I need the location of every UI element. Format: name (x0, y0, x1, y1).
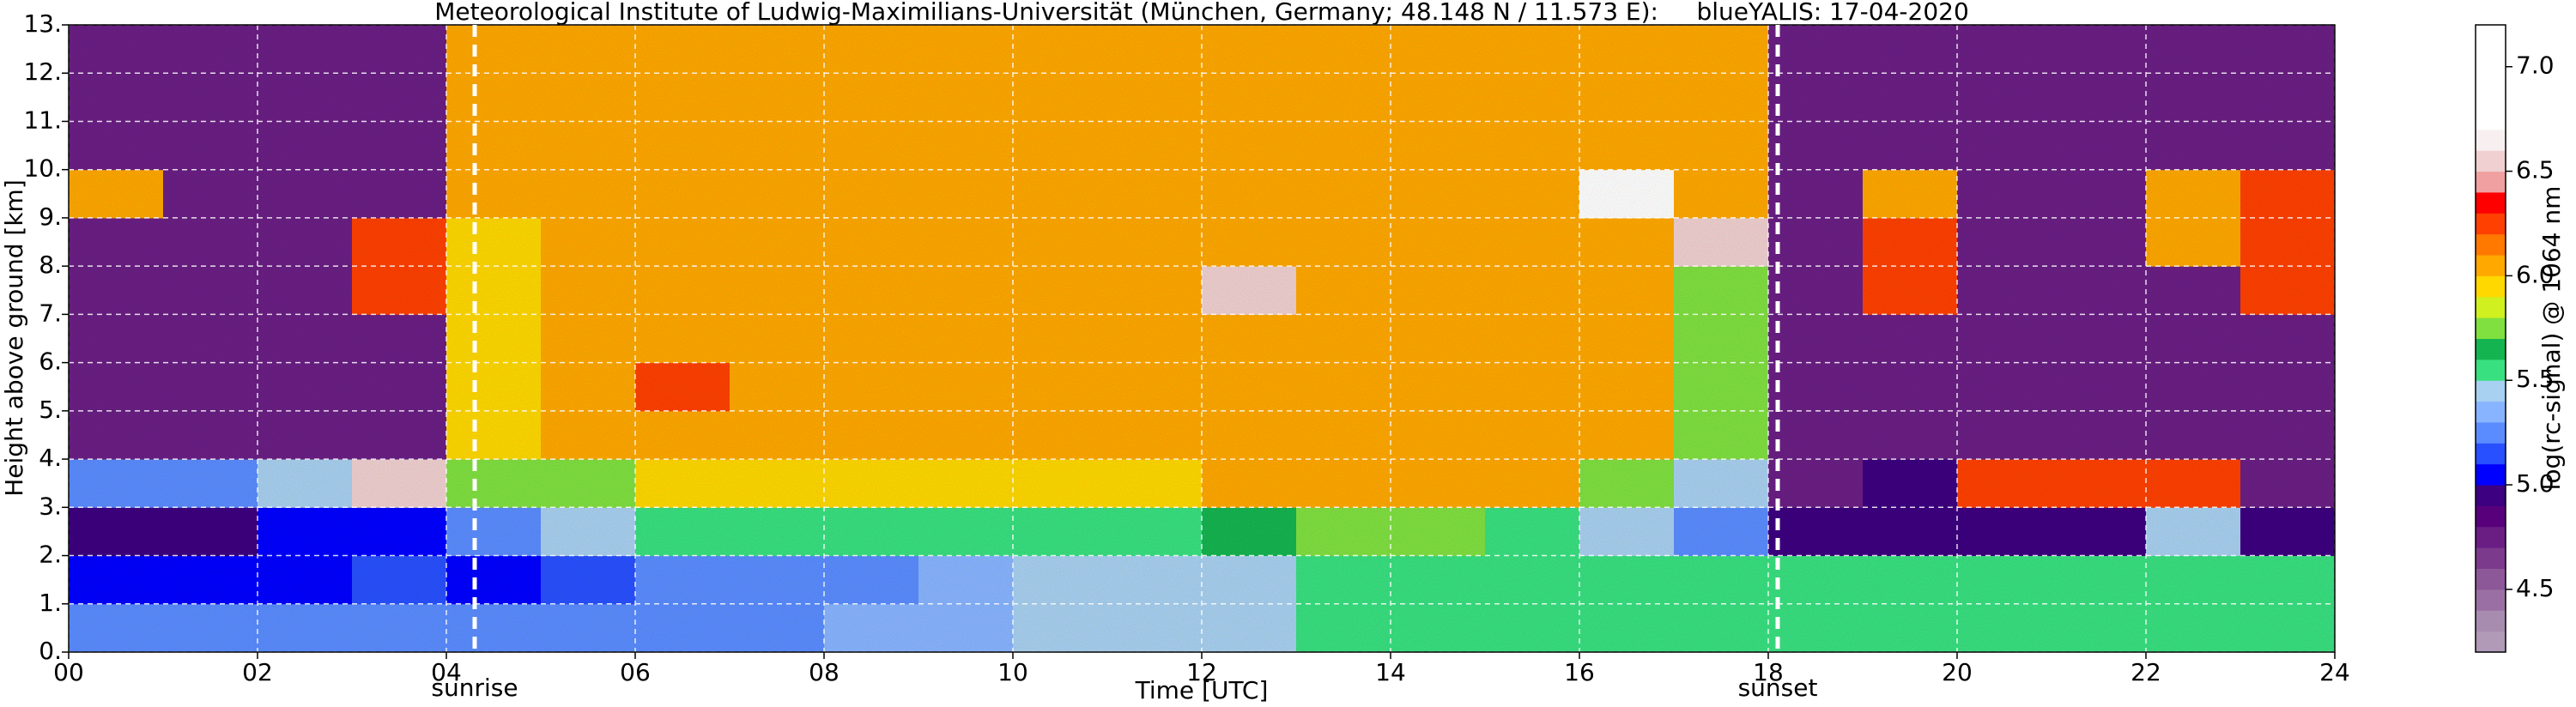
colorbar-bin (2476, 150, 2506, 172)
colorbar-bin (2476, 233, 2506, 256)
colorbar-frame (2475, 24, 2506, 653)
colorbar-tick-label: 7.0 (2516, 51, 2555, 80)
x-tick-label: 10 (997, 658, 1028, 686)
x-tick-label: 14 (1375, 658, 1406, 686)
colorbar-bin (2476, 296, 2506, 318)
y-tick-label: 11. (23, 106, 62, 134)
colorbar-bin (2476, 275, 2506, 298)
colorbar-bin (2476, 631, 2506, 653)
colorbar-bin (2476, 129, 2506, 151)
colorbar-label: log(rc-signal) @ 1064 nm (2537, 186, 2566, 491)
colorbar-bin (2476, 526, 2506, 548)
x-tick-label: 04 (431, 658, 462, 686)
x-axis-label: Time [UTC] (1135, 676, 1269, 704)
colorbar-bin (2476, 568, 2506, 590)
plot-frame (68, 24, 2336, 653)
y-tick-label: 5. (39, 396, 62, 424)
colorbar-tick-label: 6.0 (2516, 260, 2555, 288)
colorbar-tick-label: 6.5 (2516, 156, 2555, 184)
x-tick-label: 20 (1942, 658, 1973, 686)
colorbar-bin (2476, 191, 2506, 214)
colorbar-bin (2476, 401, 2506, 423)
x-tick-label: 24 (2319, 658, 2350, 686)
colorbar-bin (2476, 380, 2506, 402)
colorbar-bin (2476, 45, 2506, 68)
colorbar-bin (2476, 171, 2506, 193)
y-tick-label: 2. (39, 541, 62, 569)
y-tick-label: 10. (23, 154, 62, 183)
colorbar-bin (2476, 108, 2506, 130)
colorbar-tick-label: 4.5 (2516, 574, 2555, 602)
colorbar-bin (2476, 463, 2506, 486)
y-tick-label: 4. (39, 444, 62, 472)
colorbar-bin (2476, 610, 2506, 632)
colorbar-tick-label: 5.5 (2516, 365, 2555, 393)
y-tick-label: 13. (23, 9, 62, 38)
colorbar-bin (2476, 25, 2506, 46)
colorbar-bin (2476, 485, 2506, 506)
colorbar-bin (2476, 66, 2506, 88)
y-axis-label: Height above ground [km] (0, 179, 28, 497)
colorbar-bin (2476, 338, 2506, 360)
y-tick-label: 9. (39, 202, 62, 231)
colorbar-bin (2476, 213, 2506, 235)
x-tick-label: 00 (53, 658, 84, 686)
colorbar-bin (2476, 88, 2506, 109)
colorbar-bin (2476, 255, 2506, 276)
x-tick-label: 06 (620, 658, 651, 686)
event-label: sunset (1738, 674, 1818, 702)
colorbar-bin (2476, 505, 2506, 528)
x-tick-label: 12 (1186, 658, 1217, 686)
y-tick-label: 0. (39, 637, 62, 665)
x-tick-label: 22 (2131, 658, 2161, 686)
x-tick-label: 18 (1753, 658, 1784, 686)
y-tick-label: 12. (23, 57, 62, 86)
chart-title: Meteorological Institute of Ludwig-Maxim… (434, 0, 1969, 26)
colorbar-bin (2476, 589, 2506, 611)
event-label: sunrise (431, 674, 518, 702)
y-tick-label: 6. (39, 347, 62, 376)
x-tick-label: 16 (1564, 658, 1595, 686)
colorbar-bin (2476, 317, 2506, 339)
x-tick-label: 08 (809, 658, 839, 686)
colorbar-bin (2476, 443, 2506, 465)
y-tick-label: 1. (39, 589, 62, 617)
x-tick-label: 02 (242, 658, 273, 686)
colorbar-tick-label: 5.0 (2516, 469, 2555, 498)
colorbar-bin (2476, 547, 2506, 570)
y-tick-label: 7. (39, 299, 62, 327)
colorbar-bin (2476, 359, 2506, 381)
colorbar-bin (2476, 421, 2506, 444)
y-tick-label: 8. (39, 251, 62, 279)
y-tick-label: 3. (39, 492, 62, 520)
